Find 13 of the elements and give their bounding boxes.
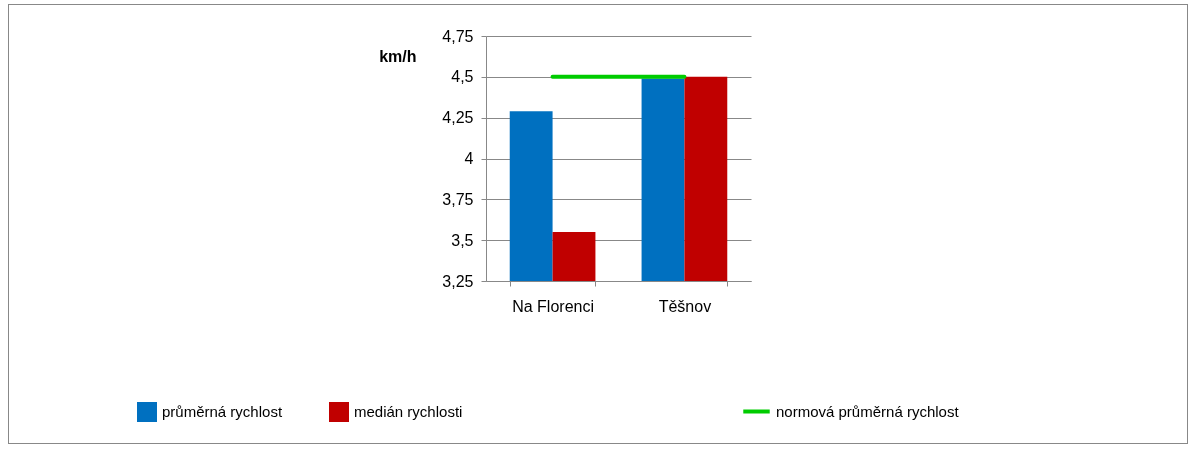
x-tick-label: Těšnov: [658, 297, 712, 315]
y-tick-label: 3,75: [442, 190, 474, 208]
x-tick-label: Na Florenci: [512, 297, 594, 315]
y-tick-label: 4: [464, 150, 474, 167]
y-tick-label: 4,5: [451, 68, 474, 86]
y-tick-label: 4,75: [442, 27, 474, 45]
y-tick-label: 4,25: [442, 109, 474, 127]
legend-label: normová průměrná rychlost: [776, 402, 960, 420]
legend-label: medián rychlosti: [354, 403, 463, 420]
y-tick-label: 3,5: [451, 231, 474, 249]
legend-label: průměrná rychlost: [162, 403, 283, 420]
y-tick-label: 3,25: [442, 272, 474, 290]
y-axis-title: km/h: [379, 47, 417, 65]
